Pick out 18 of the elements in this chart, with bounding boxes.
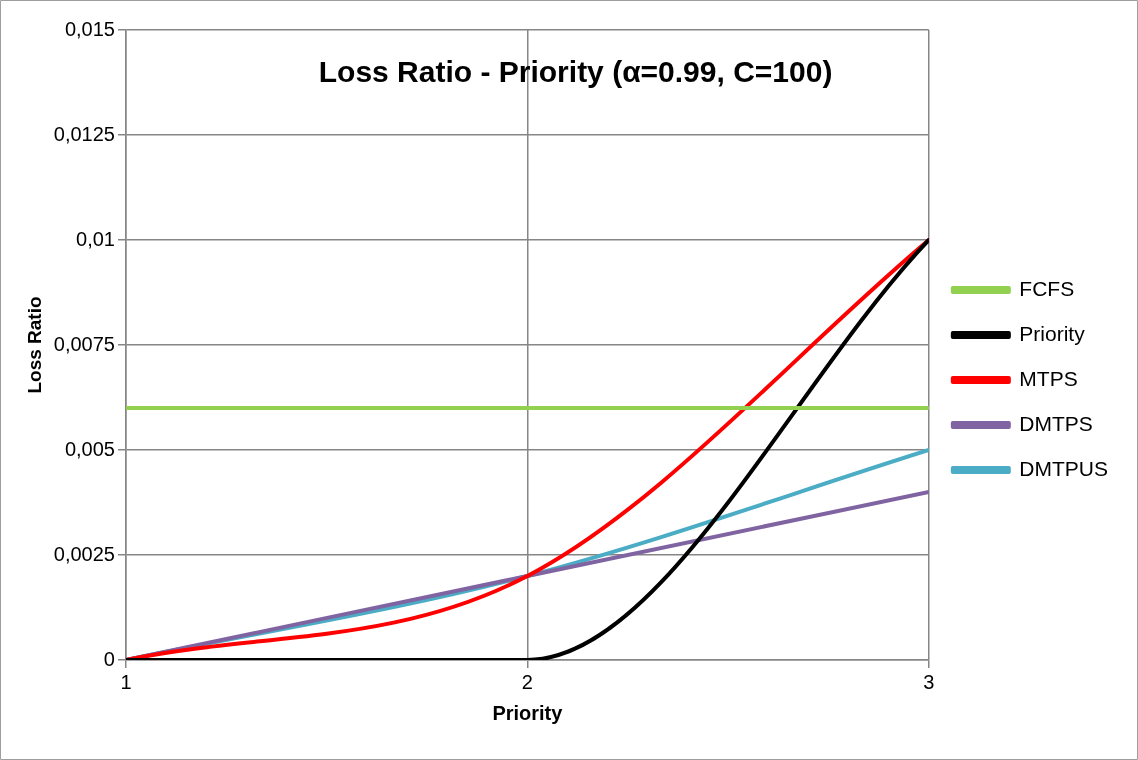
x-tick-label: 1 [120,670,132,693]
y-tick-label: 0,0075 [53,332,115,355]
legend-label: MTPS [1019,366,1078,390]
legend-label: DMTPS [1019,411,1093,435]
y-tick-label: 0 [103,647,115,670]
x-tick-label: 2 [521,670,533,693]
legend-label: DMTPUS [1019,456,1109,480]
y-tick-label: 0,0025 [53,542,115,565]
legend-label: Priority [1019,321,1086,345]
y-tick-label: 0,015 [64,17,115,40]
x-tick-label: 3 [923,670,935,693]
x-axis-title: Priority [492,701,564,724]
text: Loss Ratio - Priority (α=0.99, C=100) [318,55,833,89]
y-tick-label: 0,005 [64,437,115,460]
legend-label: FCFS [1019,276,1075,300]
y-tick-label: 0,0125 [53,122,115,145]
y-axis-title: Loss Ratio [23,296,45,394]
y-tick-label: 0,01 [76,227,115,250]
